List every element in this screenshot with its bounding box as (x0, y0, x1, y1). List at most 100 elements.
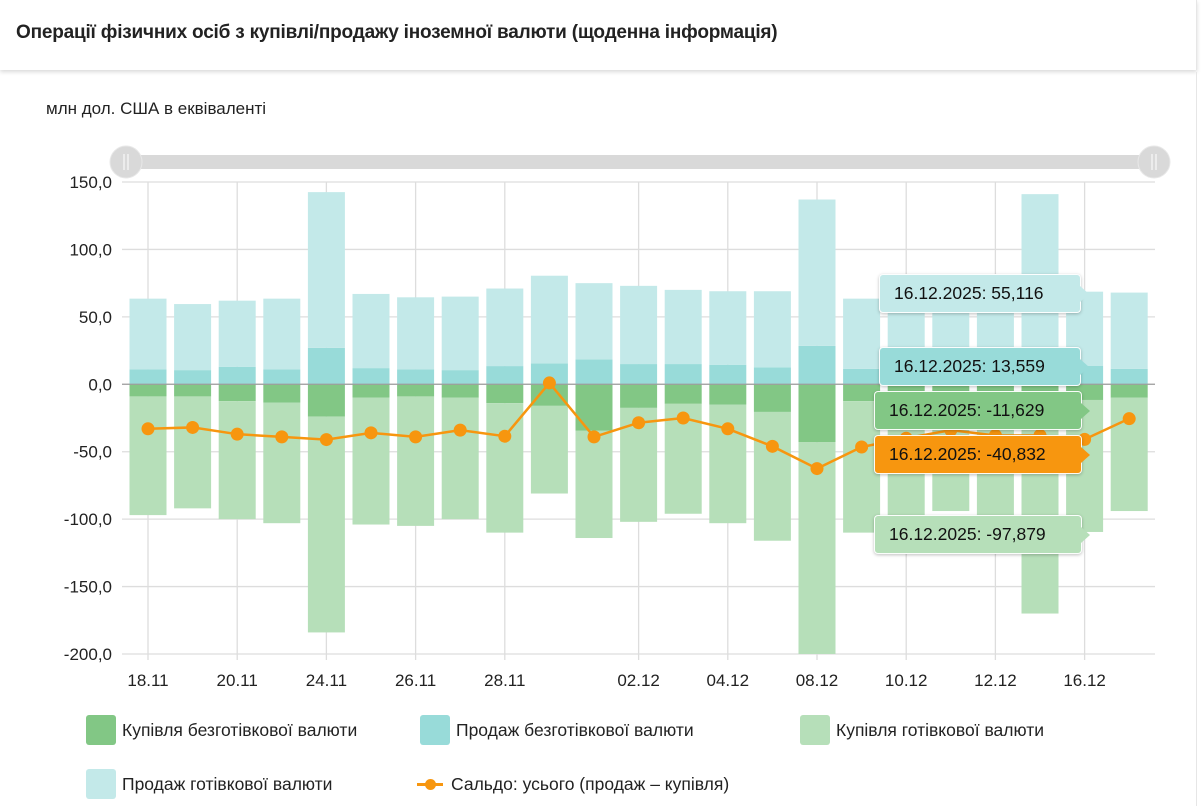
bar-sell-noncash[interactable] (575, 359, 613, 385)
bar-buy-noncash[interactable] (486, 384, 524, 404)
bar-sell-noncash[interactable] (307, 347, 345, 385)
bar-sell-noncash[interactable] (263, 369, 301, 385)
bar-buy-cash[interactable] (798, 442, 836, 654)
bar-buy-noncash[interactable] (620, 384, 658, 408)
bar-buy-noncash[interactable] (709, 384, 747, 405)
saldo-point[interactable] (855, 440, 869, 454)
bar-buy-noncash[interactable] (843, 384, 881, 402)
legend-item-sell-cash[interactable]: Продаж готівкової валюти (86, 769, 332, 799)
bar-buy-noncash[interactable] (218, 384, 256, 402)
saldo-point[interactable] (453, 423, 467, 437)
slider-track[interactable] (124, 155, 1154, 169)
bar-sell-cash[interactable] (397, 297, 435, 370)
saldo-point[interactable] (498, 429, 512, 443)
bar-buy-noncash[interactable] (664, 384, 702, 404)
saldo-point[interactable] (587, 430, 601, 444)
saldo-point[interactable] (632, 416, 646, 430)
bar-sell-noncash[interactable] (397, 369, 435, 385)
bar-sell-cash[interactable] (307, 192, 345, 348)
slider-handle-right[interactable] (1137, 145, 1171, 179)
bar-buy-noncash[interactable] (441, 384, 479, 398)
saldo-point[interactable] (676, 411, 690, 425)
bar-buy-noncash[interactable] (1110, 384, 1148, 398)
bar-sell-noncash[interactable] (664, 364, 702, 385)
bar-buy-cash[interactable] (441, 397, 479, 520)
bar-sell-noncash[interactable] (1110, 368, 1148, 385)
bar-sell-cash[interactable] (441, 296, 479, 371)
bar-sell-noncash[interactable] (620, 364, 658, 385)
bar-buy-noncash[interactable] (352, 384, 390, 398)
bar-sell-cash[interactable] (664, 289, 702, 365)
bar-buy-noncash[interactable] (530, 384, 568, 406)
bar-sell-cash[interactable] (843, 298, 881, 369)
legend-swatch-buy-noncash (86, 715, 116, 745)
bar-sell-cash[interactable] (263, 298, 301, 370)
bar-sell-noncash[interactable] (218, 366, 256, 385)
bar-buy-cash[interactable] (843, 401, 881, 533)
y-tick-label: -50,0 (73, 443, 112, 462)
bar-buy-cash[interactable] (307, 416, 345, 633)
bar-buy-cash[interactable] (352, 397, 390, 525)
bar-sell-cash[interactable] (620, 285, 658, 365)
bar-sell-noncash[interactable] (486, 366, 524, 385)
bar-sell-noncash[interactable] (753, 367, 791, 385)
saldo-point[interactable] (542, 376, 556, 390)
bar-buy-cash[interactable] (530, 405, 568, 494)
bar-buy-noncash[interactable] (798, 384, 836, 443)
saldo-point[interactable] (319, 433, 333, 447)
bars (129, 192, 1148, 654)
bar-buy-cash[interactable] (397, 396, 435, 526)
bar-buy-noncash[interactable] (263, 384, 301, 403)
bar-sell-cash[interactable] (174, 304, 212, 371)
saldo-point[interactable] (810, 462, 824, 476)
bar-buy-noncash[interactable] (307, 384, 345, 417)
bar-buy-noncash[interactable] (575, 384, 613, 431)
bar-buy-cash[interactable] (129, 396, 167, 516)
bar-buy-noncash[interactable] (129, 384, 167, 397)
saldo-point[interactable] (230, 427, 244, 441)
bar-sell-noncash[interactable] (441, 370, 479, 385)
legend-item-buy-cash[interactable]: Купівля готівкової валюти (800, 715, 1044, 745)
bar-buy-noncash[interactable] (397, 384, 435, 397)
bar-sell-noncash[interactable] (843, 368, 881, 385)
bar-sell-cash[interactable] (753, 291, 791, 368)
bar-buy-cash[interactable] (263, 402, 301, 524)
range-slider[interactable] (109, 145, 1171, 179)
saldo-point[interactable] (1122, 412, 1136, 426)
legend-item-buy-noncash[interactable]: Купівля безготівкової валюти (86, 715, 357, 745)
bar-buy-cash[interactable] (753, 411, 791, 541)
slider-handle-left[interactable] (109, 145, 143, 179)
bar-sell-cash[interactable] (1110, 292, 1148, 369)
bar-sell-cash[interactable] (486, 288, 524, 367)
bar-buy-cash[interactable] (486, 403, 524, 533)
bar-sell-cash[interactable] (352, 293, 390, 369)
legend-item-saldo[interactable]: Сальдо: усього (продаж – купівля) (415, 769, 729, 799)
bar-sell-noncash[interactable] (798, 345, 836, 385)
bar-buy-noncash[interactable] (753, 384, 791, 412)
saldo-point[interactable] (721, 422, 735, 436)
bar-buy-noncash[interactable] (174, 384, 212, 397)
bar-sell-noncash[interactable] (129, 369, 167, 385)
bar-sell-cash[interactable] (709, 291, 747, 365)
bar-sell-cash[interactable] (575, 283, 613, 360)
bar-buy-cash[interactable] (174, 396, 212, 509)
saldo-point[interactable] (275, 430, 289, 444)
bar-buy-cash[interactable] (575, 430, 613, 539)
bar-buy-cash[interactable] (218, 401, 256, 520)
saldo-point[interactable] (409, 430, 423, 444)
bar-sell-cash[interactable] (798, 199, 836, 346)
tooltip-sell-noncash: 16.12.2025: 13,559 (879, 347, 1089, 386)
saldo-point[interactable] (765, 439, 779, 453)
bar-sell-cash[interactable] (218, 300, 256, 367)
saldo-point[interactable] (364, 426, 378, 440)
y-tick-label: -100,0 (64, 510, 112, 529)
saldo-point[interactable] (186, 420, 200, 434)
bar-sell-noncash[interactable] (709, 364, 747, 385)
bar-sell-noncash[interactable] (174, 370, 212, 385)
legend-item-sell-noncash[interactable]: Продаж безготівкової валюти (420, 715, 694, 745)
saldo-point[interactable] (141, 422, 155, 436)
bar-sell-noncash[interactable] (530, 363, 568, 385)
bar-sell-noncash[interactable] (352, 368, 390, 385)
bar-sell-cash[interactable] (129, 298, 167, 370)
bar-sell-cash[interactable] (530, 275, 568, 364)
